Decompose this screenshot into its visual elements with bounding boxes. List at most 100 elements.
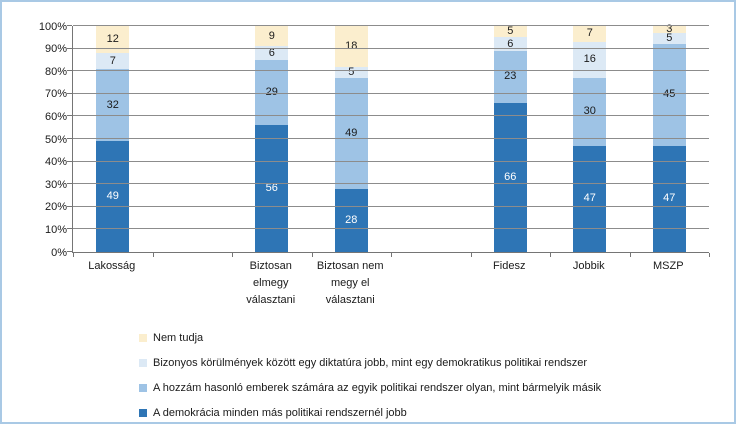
y-axis-tick-label: 90%	[44, 43, 67, 56]
bar-segment: 49	[96, 141, 130, 252]
x-axis-label-line: Fidesz	[493, 260, 526, 272]
category-slot: 28 49 5 18	[312, 26, 392, 252]
legend: Nem tudja Bizonyos körülmények között egy…	[139, 325, 601, 422]
bar-segment: 23	[493, 50, 527, 103]
x-axis-tick	[232, 253, 233, 257]
legend-swatch-icon	[139, 383, 147, 392]
x-axis-label	[152, 258, 232, 309]
y-axis-tick-label: 20%	[44, 201, 67, 214]
bar-segment: 6	[493, 37, 527, 51]
bar-segment: 30	[573, 77, 607, 146]
gridline	[73, 228, 709, 230]
category-slot	[391, 26, 471, 252]
bar-value-label: 16	[583, 53, 596, 66]
legend-swatch-icon	[139, 358, 147, 367]
bar-value-label: 9	[268, 29, 275, 42]
bar-segment: 28	[334, 188, 368, 252]
y-axis-tick-label: 70%	[44, 88, 67, 101]
bar-segment: 6	[255, 46, 289, 60]
bar-segment: 7	[96, 53, 130, 69]
y-axis-tick	[67, 251, 72, 252]
x-axis-tick	[709, 253, 710, 257]
y-axis-tick-label: 40%	[44, 156, 67, 169]
x-axis-label-line: elmegy	[253, 277, 289, 290]
gridline	[73, 70, 709, 72]
bar-segment: 45	[652, 44, 686, 146]
bar-value-label: 3	[666, 22, 673, 35]
bar-segment: 12	[96, 26, 130, 54]
bar-value-label: 47	[663, 192, 676, 205]
legend-swatch-icon	[139, 333, 147, 342]
legend-label: A hozzám hasonló emberek számára az egyi…	[153, 381, 602, 394]
stacked-bar-3: 28 49 5 18	[334, 26, 368, 252]
x-axis-tick	[470, 253, 472, 257]
y-axis-tick	[67, 183, 72, 185]
category-slot: 47 45 5 3	[630, 22, 710, 252]
bar-segment: 47	[652, 145, 686, 252]
bar-segment: 47	[573, 145, 607, 252]
bar-segment: 5	[334, 65, 368, 78]
x-axis-tick	[391, 253, 392, 257]
category-slot: 49 32 7 12	[73, 26, 153, 252]
category-slot	[153, 26, 233, 252]
bar-segment: 66	[493, 102, 527, 252]
gridline	[73, 138, 709, 139]
bar-segment: 9	[255, 26, 289, 47]
bar-segment: 5	[493, 26, 527, 38]
category-slot: 66 23 6 5	[471, 26, 551, 252]
y-axis-tick-label: 0%	[51, 246, 67, 259]
x-axis-label-line: megy el	[330, 277, 370, 290]
x-axis-tick	[152, 253, 154, 257]
y-axis-tick	[67, 47, 72, 49]
y-axis-tick	[67, 115, 72, 117]
gridline	[73, 115, 709, 117]
x-axis-tick	[73, 253, 74, 257]
bar-segment: 49	[334, 78, 368, 189]
bar-value-label: 23	[504, 70, 517, 83]
bar-segment: 7	[573, 26, 607, 42]
stacked-bar-4: 66 23 6 5	[493, 26, 527, 252]
bar-value-label: 56	[265, 182, 278, 195]
x-axis-tick	[629, 253, 631, 257]
bar-value-label: 6	[268, 46, 275, 59]
x-axis-label-line: Jobbik	[572, 260, 605, 272]
gridline	[73, 160, 709, 162]
x-axis-label	[390, 258, 470, 309]
x-axis-label: Lakosság	[72, 258, 152, 309]
legend-item: A hozzám hasonló emberek számára az egyi…	[139, 375, 601, 400]
x-axis-label-line: Biztosan	[249, 260, 292, 272]
bar-value-label: 66	[504, 170, 517, 183]
stacked-bar-2: 56 29 6 9	[255, 26, 289, 252]
legend-label: A demokrácia minden más politikai rendsz…	[153, 406, 407, 419]
legend-item: Nem tudja	[139, 325, 601, 350]
y-axis-tick-label: 60%	[44, 110, 67, 123]
x-axis-tick	[550, 253, 551, 257]
x-axis-label-line: Biztosan nem	[316, 260, 384, 272]
bar-value-label: 5	[666, 31, 673, 44]
y-axis-tick	[67, 228, 72, 230]
bar-segment: 18	[334, 26, 368, 67]
x-axis-label-line: választani	[325, 294, 375, 307]
gridline	[73, 47, 709, 49]
bar-value-label: 49	[345, 126, 358, 139]
bar-value-label: 47	[583, 192, 596, 205]
y-axis-tick	[67, 160, 72, 162]
bar-value-label: 18	[345, 39, 358, 52]
bar-value-label: 28	[345, 213, 358, 226]
y-axis-tick	[67, 92, 72, 94]
y-axis-tick-label: 30%	[44, 178, 67, 191]
x-axis-label-line: választani	[246, 294, 296, 307]
legend-label: Bizonyos körülmények között egy diktatúr…	[153, 356, 588, 369]
bar-value-label: 5	[348, 65, 355, 78]
bar-segment: 3	[652, 22, 686, 35]
y-axis-tick-label: 50%	[44, 133, 67, 146]
plot-area: 49 32 7 12 56 29 6 9 28 49 5 18 66 23 6 5 47 30 16 7 47 45 5 3 …	[39, 21, 710, 259]
stacked-bar-6: 47 45 5 3	[652, 22, 686, 252]
gridline	[73, 183, 709, 185]
bar-value-label: 7	[586, 27, 593, 40]
bar-value-label: 45	[663, 88, 676, 101]
bar-segment: 56	[255, 125, 289, 252]
y-axis-tick	[67, 70, 72, 72]
legend-item: Bizonyos körülmények között egy diktatúr…	[139, 350, 601, 375]
